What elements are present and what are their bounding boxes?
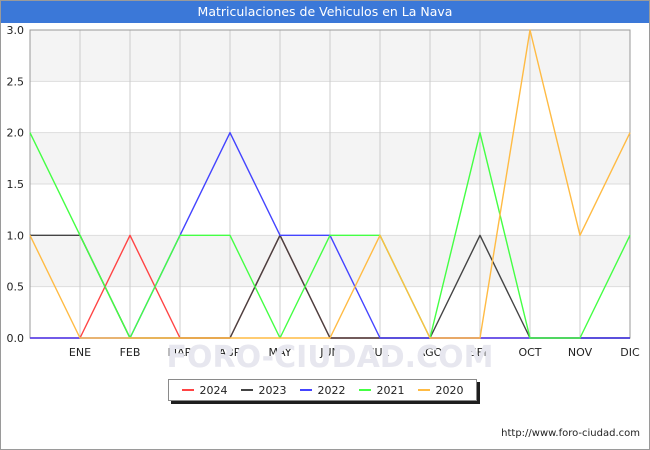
source-url[interactable]: http://www.foro-ciudad.com	[501, 428, 640, 439]
legend-item-2023: 2023	[240, 383, 287, 397]
legend-item-2020: 2020	[417, 383, 464, 397]
legend-label: 2020	[435, 383, 464, 397]
legend-swatch	[417, 389, 430, 391]
watermark: FORO-CIUDAD.COM	[167, 340, 494, 375]
x-tick-label: SEP	[470, 346, 491, 359]
y-tick-label: 1.5	[7, 178, 25, 191]
legend-swatch	[181, 389, 194, 391]
x-tick-label: NOV	[568, 346, 593, 359]
legend-item-2021: 2021	[358, 383, 405, 397]
legend-item-2024: 2024	[181, 383, 228, 397]
x-tick-label: FEB	[120, 346, 141, 359]
x-tick-label: MAY	[269, 346, 292, 359]
legend-item-2022: 2022	[299, 383, 346, 397]
legend-label: 2023	[258, 383, 287, 397]
legend-label: 2024	[199, 383, 228, 397]
x-tick-label: JUN	[319, 346, 340, 359]
x-tick-label: ABR	[219, 346, 242, 359]
x-tick-label: JUL	[370, 346, 389, 359]
y-tick-label: 0.0	[7, 332, 25, 345]
chart-legend: 2024 2023 2022 2021 2020	[168, 379, 477, 401]
series-line-2020	[29, 29, 631, 339]
y-tick-label: 3.0	[7, 24, 25, 37]
legend-swatch	[358, 389, 371, 391]
x-tick-label: OCT	[518, 346, 541, 359]
x-tick-label: AGO	[418, 346, 443, 359]
x-tick-label: DIC	[620, 346, 640, 359]
legend-swatch	[299, 389, 312, 391]
y-tick-label: 2.5	[7, 75, 25, 88]
y-tick-label: 0.5	[7, 281, 25, 294]
chart-title: Matriculaciones de Vehiculos en La Nava	[1, 1, 649, 23]
x-tick-label: ENE	[69, 346, 91, 359]
legend-swatch	[240, 389, 253, 391]
y-tick-label: 2.0	[7, 127, 25, 140]
x-tick-label: MAR	[168, 346, 193, 359]
y-tick-label: 1.0	[7, 229, 25, 242]
legend-label: 2022	[317, 383, 346, 397]
legend-label: 2021	[376, 383, 405, 397]
